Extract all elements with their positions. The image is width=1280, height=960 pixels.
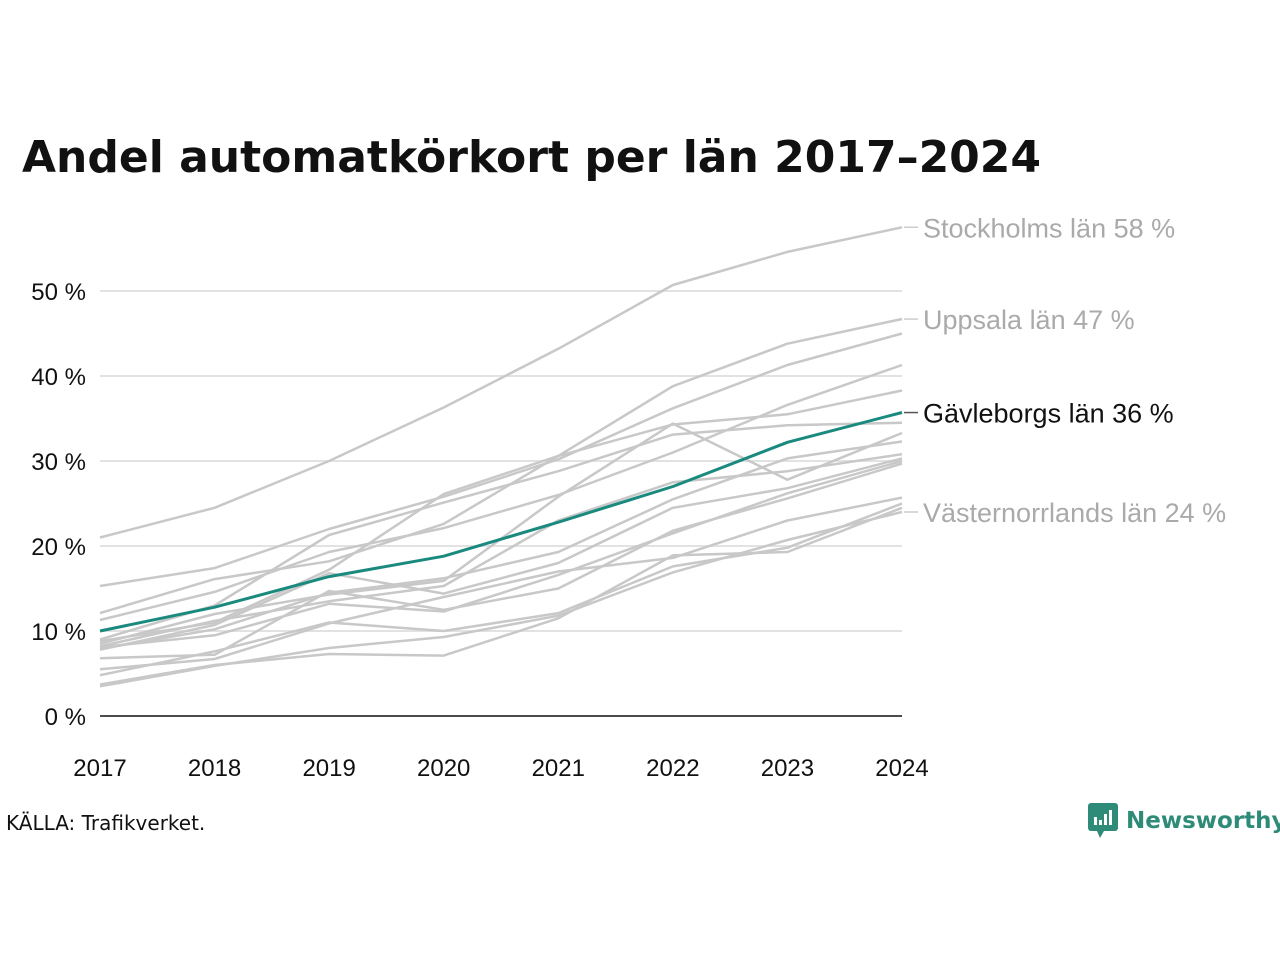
y-tick-label: 50 % [31,279,86,306]
series-line [99,440,903,651]
series-line-uppsala-län [99,317,903,615]
x-tick-label: 2023 [761,755,814,782]
series-end-label: Uppsala län 47 % [923,305,1135,335]
y-tick-label: 20 % [31,534,86,561]
newsworthy-logo-icon [1088,803,1118,838]
chart-title: Andel automatkörkort per län 2017–2024 [22,132,1042,183]
x-tick-label: 2017 [73,755,126,782]
x-tick-label: 2021 [532,755,585,782]
series-line-stockholms-län [99,226,903,539]
series-end-label: Gävleborgs län 36 % [923,399,1174,429]
x-tick-label: 2022 [646,755,699,782]
y-tick-label: 40 % [31,364,86,391]
series-end-label: Stockholms län 58 % [923,213,1175,243]
brand-logo[interactable]: Newsworthy [1088,803,1280,839]
y-axis-tick-labels: 0 % 10 % 20 % 30 % 40 % 50 % [31,279,86,731]
series-line-gävleborgs-län [99,411,903,633]
y-tick-label: 0 % [45,704,86,731]
series-line-västernorrlands-län [99,510,903,688]
series-line [99,459,903,649]
series-line [99,422,903,646]
brand-name: Newsworthy [1126,808,1280,834]
x-tick-label: 2019 [302,755,355,782]
series-line [99,421,903,641]
x-tick-label: 2020 [417,755,470,782]
x-axis-tick-labels: 2017 2018 2019 2020 2021 2022 2023 2024 [73,755,928,782]
series-line [99,462,903,660]
labeled-series [99,226,903,688]
series-line [99,457,903,651]
y-tick-label: 10 % [31,619,86,646]
x-tick-label: 2018 [188,755,241,782]
x-tick-label: 2024 [875,755,928,782]
series-line [99,502,903,677]
series-end-label: Västernorrlands län 24 % [923,498,1226,528]
source-note: KÄLLA: Trafikverket. [6,811,206,835]
series-end-labels: Stockholms län 58 % Uppsala län 47 % Väste… [904,213,1226,528]
series-line [99,363,903,622]
y-tick-label: 30 % [31,449,86,476]
series-line [99,452,903,648]
series-line [99,389,903,643]
series-line [99,332,903,588]
series-line [99,496,903,671]
line-chart: 0 % 10 % 20 % 30 % 40 % 50 % 2017 2018 2019 2020… [31,213,1226,782]
